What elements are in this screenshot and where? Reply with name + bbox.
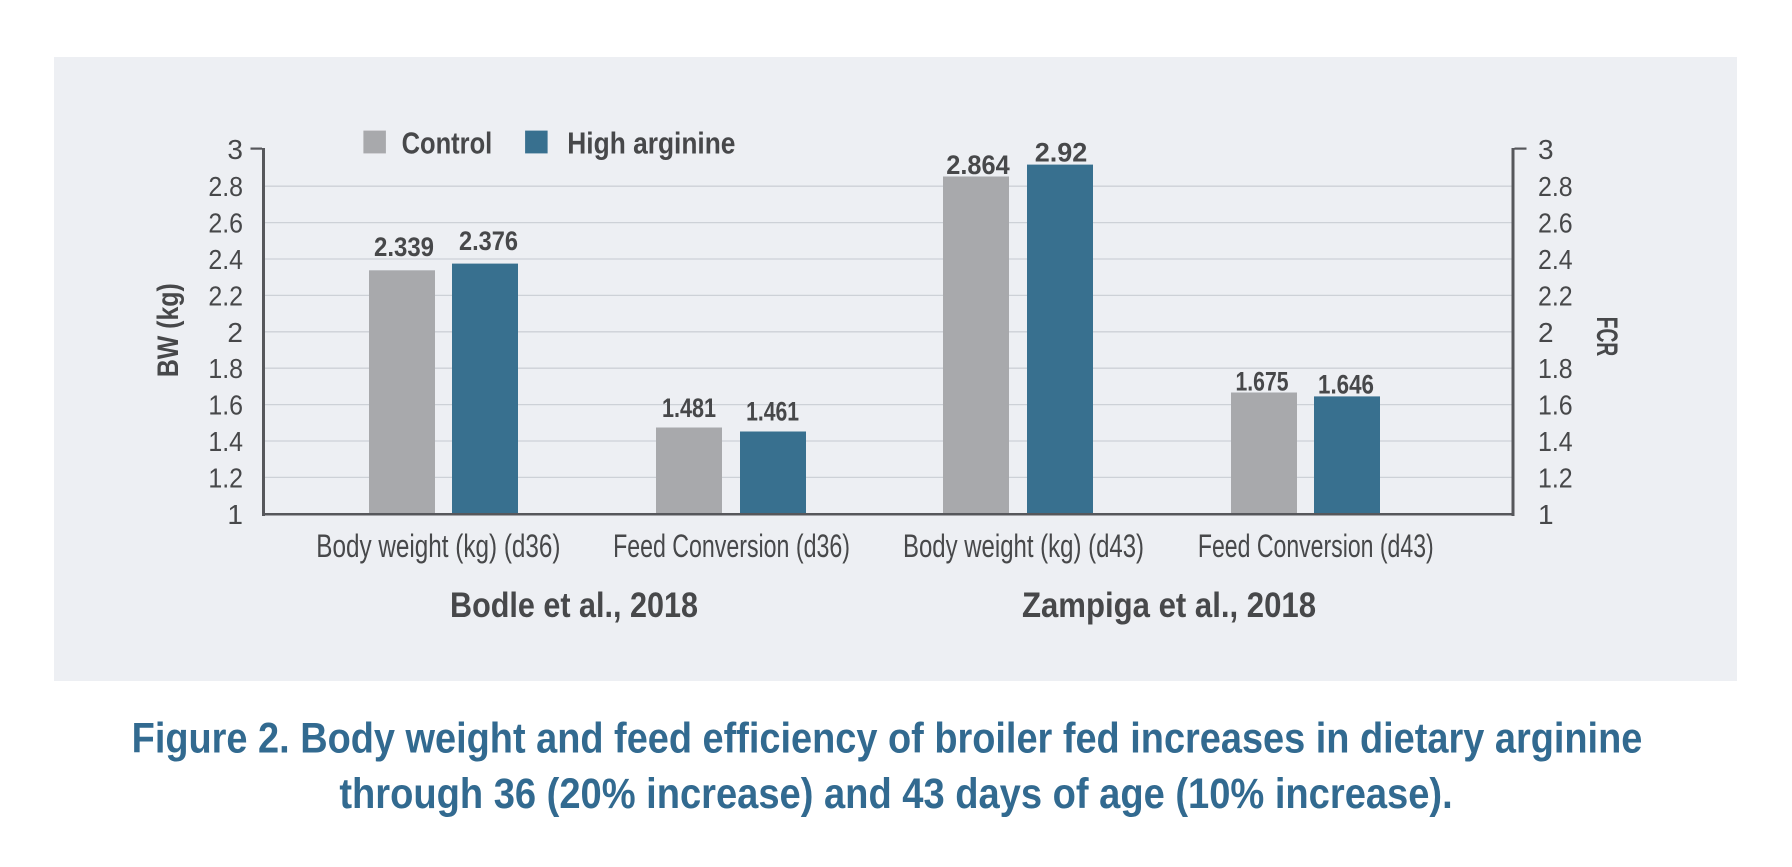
svg-text:Feed Conversion (d43): Feed Conversion (d43) — [1198, 528, 1434, 564]
svg-text:1.2: 1.2 — [208, 462, 243, 494]
svg-text:Body weight (kg) (d36): Body weight (kg) (d36) — [316, 529, 560, 565]
svg-text:1: 1 — [227, 499, 243, 530]
svg-text:2.864: 2.864 — [946, 149, 1010, 180]
svg-text:3: 3 — [227, 134, 243, 165]
svg-text:Zampiga et al., 2018: Zampiga et al., 2018 — [1022, 586, 1316, 625]
svg-text:1: 1 — [1538, 499, 1554, 530]
svg-text:High arginine: High arginine — [567, 126, 735, 160]
svg-text:BW (kg): BW (kg) — [151, 283, 185, 377]
svg-text:Figure 2. Body weight and feed: Figure 2. Body weight and feed efficienc… — [132, 713, 1643, 762]
svg-text:Body weight (kg) (d43): Body weight (kg) (d43) — [903, 527, 1144, 563]
svg-text:Feed Conversion (d36): Feed Conversion (d36) — [613, 528, 850, 564]
svg-text:2: 2 — [227, 317, 243, 348]
svg-text:1.8: 1.8 — [208, 353, 243, 385]
svg-text:1.6: 1.6 — [1538, 389, 1573, 421]
svg-text:2.8: 2.8 — [1538, 171, 1573, 203]
svg-text:2.92: 2.92 — [1035, 138, 1088, 168]
svg-text:2.2: 2.2 — [1538, 280, 1573, 312]
svg-text:2.339: 2.339 — [374, 233, 434, 263]
svg-text:2.4: 2.4 — [1538, 244, 1573, 276]
svg-text:2.2: 2.2 — [208, 280, 243, 312]
svg-text:2: 2 — [1538, 317, 1554, 348]
svg-text:2.6: 2.6 — [1538, 207, 1573, 239]
svg-text:1.461: 1.461 — [746, 397, 799, 427]
svg-text:1.8: 1.8 — [1538, 353, 1573, 385]
svg-text:FCR: FCR — [1590, 317, 1623, 356]
svg-text:2.4: 2.4 — [208, 244, 243, 276]
svg-text:3: 3 — [1538, 134, 1554, 165]
svg-text:1.4: 1.4 — [1538, 426, 1573, 458]
svg-text:1.675: 1.675 — [1236, 367, 1289, 397]
svg-text:1.481: 1.481 — [662, 394, 716, 424]
svg-text:2.8: 2.8 — [208, 171, 243, 203]
svg-text:1.6: 1.6 — [208, 389, 243, 421]
svg-text:1.646: 1.646 — [1318, 371, 1374, 400]
svg-text:Control: Control — [402, 126, 493, 161]
svg-text:1.2: 1.2 — [1538, 462, 1573, 494]
svg-text:through 36 (20% increase) and: through 36 (20% increase) and 43 days of… — [339, 769, 1452, 818]
svg-text:Bodle et al., 2018: Bodle et al., 2018 — [450, 586, 698, 626]
svg-text:2.376: 2.376 — [459, 227, 518, 257]
svg-text:2.6: 2.6 — [208, 207, 243, 239]
svg-text:1.4: 1.4 — [208, 426, 243, 458]
